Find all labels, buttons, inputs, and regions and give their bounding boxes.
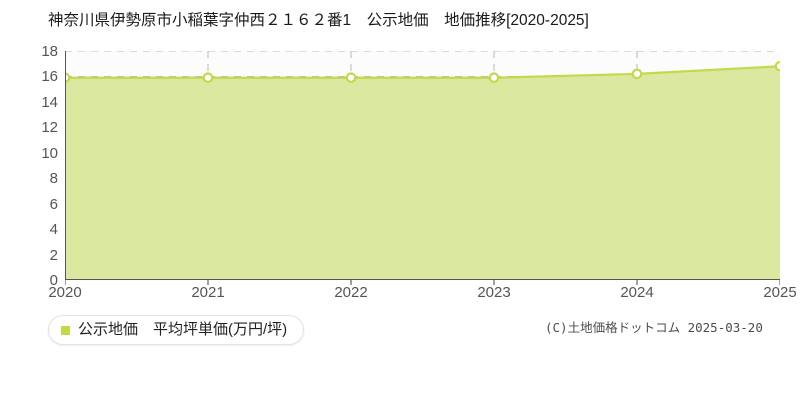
y-axis-tick-label: 8 bbox=[49, 170, 58, 188]
x-axis-tick-label: 2020 bbox=[48, 284, 82, 301]
y-axis-tick-label: 0 bbox=[49, 272, 58, 289]
y-axis-tick-label: 6 bbox=[49, 195, 58, 213]
axis-tick-marks bbox=[65, 280, 780, 285]
legend-swatch-icon bbox=[61, 325, 70, 335]
x-axis-tick-label: 2023 bbox=[477, 284, 511, 301]
data-point-marker[interactable] bbox=[631, 68, 643, 80]
data-point-marker[interactable] bbox=[774, 60, 780, 72]
x-axis-tick-label: 2022 bbox=[334, 284, 368, 301]
y-axis-tick-label: 10 bbox=[41, 144, 58, 162]
series-line bbox=[65, 65, 780, 79]
legend-item-label: 公示地価 平均坪単価(万円/坪) bbox=[78, 321, 288, 338]
page-title: 神奈川県伊勢原市小稲葉字仲西２１６２番1 公示地価 地価推移[2020-2025… bbox=[48, 12, 589, 29]
chart-svg bbox=[65, 51, 780, 285]
data-point-marker[interactable] bbox=[202, 72, 214, 84]
plot-area bbox=[65, 51, 780, 285]
data-point-marker[interactable] bbox=[345, 72, 357, 84]
y-axis-tick-label: 16 bbox=[41, 68, 58, 86]
x-axis-tick-label: 2021 bbox=[191, 284, 225, 301]
y-axis-tick-label: 4 bbox=[49, 221, 58, 239]
x-axis-tick-label: 2024 bbox=[620, 284, 654, 301]
y-axis-tick-label: 14 bbox=[41, 93, 58, 111]
y-axis-tick-label: 12 bbox=[41, 119, 58, 137]
data-point-marker[interactable] bbox=[488, 72, 500, 84]
chart-legend[interactable]: 公示地価 平均坪単価(万円/坪) bbox=[48, 315, 305, 345]
copyright-credit: (C)土地価格ドットコム 2025-03-20 bbox=[545, 320, 763, 335]
x-axis-tick-label: 2025 bbox=[763, 284, 797, 301]
data-point-marker[interactable] bbox=[65, 72, 71, 84]
y-axis-tick-label: 18 bbox=[41, 43, 58, 60]
y-axis-tick-label: 2 bbox=[49, 246, 58, 264]
series-area-fill bbox=[65, 66, 780, 280]
